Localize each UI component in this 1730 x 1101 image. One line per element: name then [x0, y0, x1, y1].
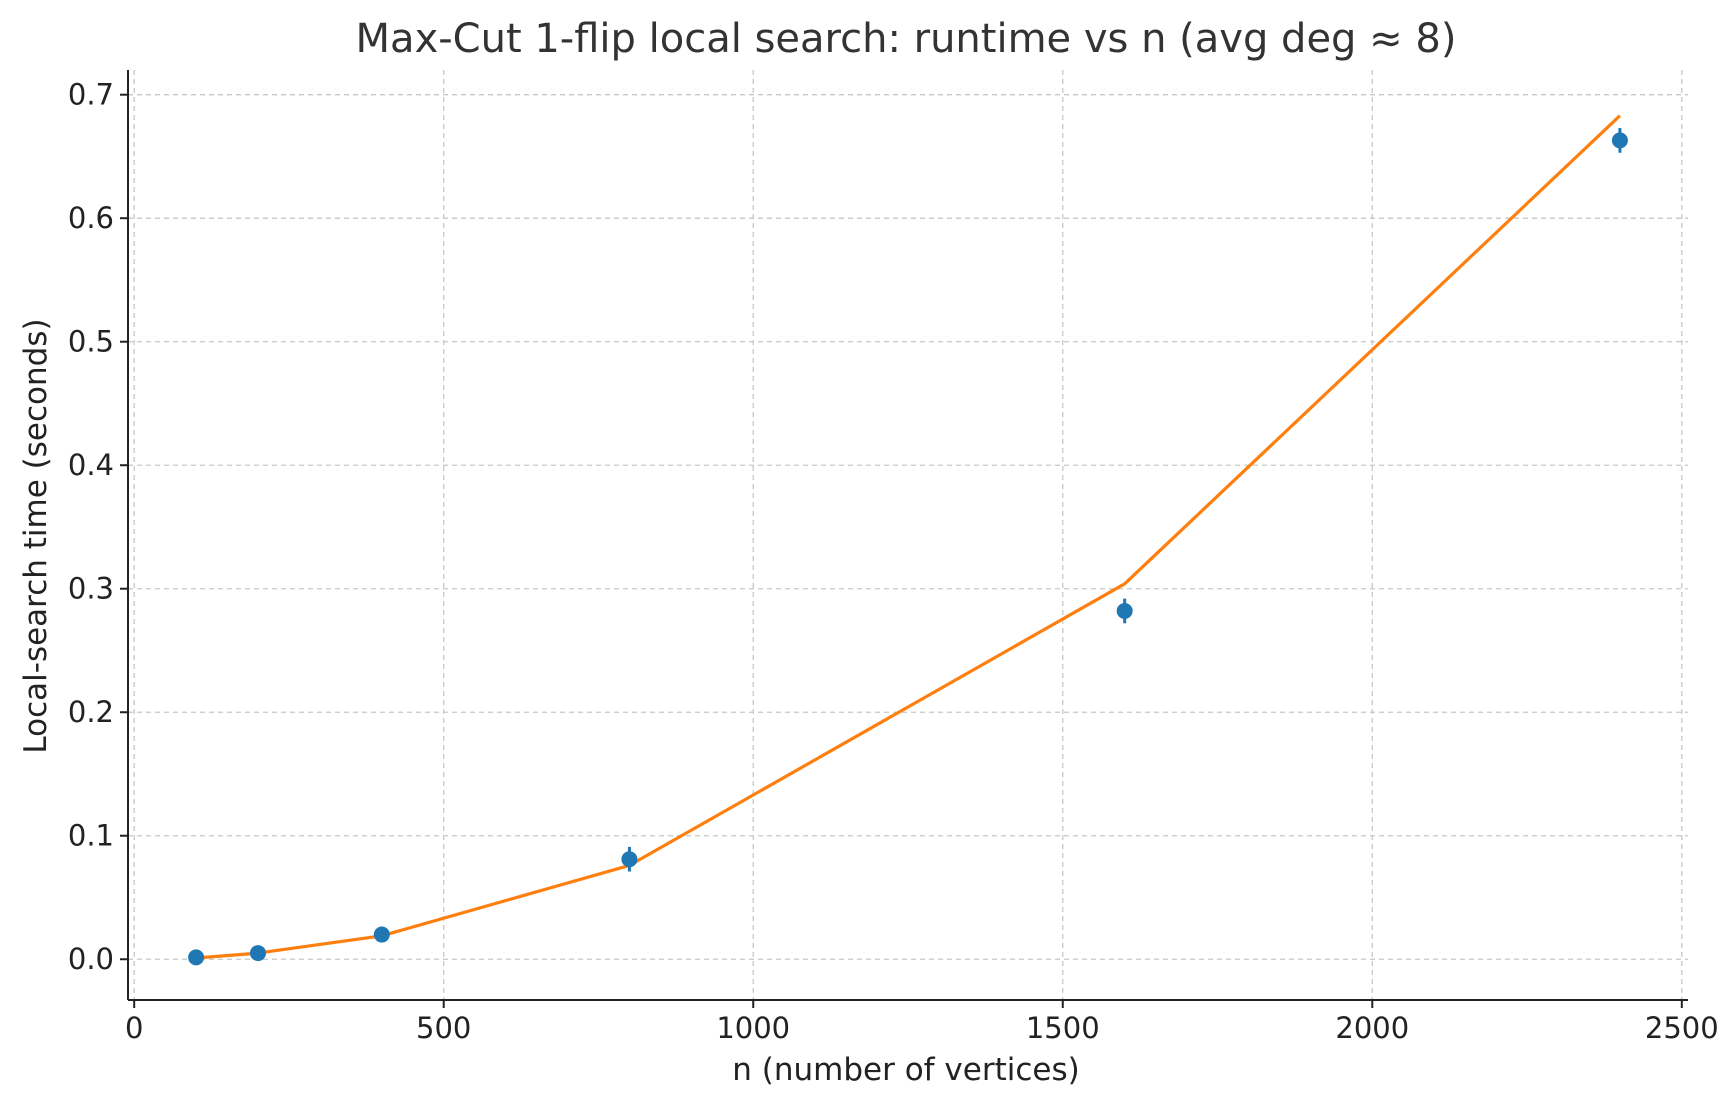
grid-layer [128, 70, 1688, 1000]
x-tick-label-1: 500 [416, 1011, 471, 1045]
y-tick-label-1: 0.1 [68, 819, 114, 853]
x-tick-label-0: 0 [125, 1011, 143, 1045]
chart-title: Max-Cut 1-flip local search: runtime vs … [356, 16, 1457, 62]
data-point-5 [1611, 132, 1628, 149]
x-tick-label-5: 2500 [1645, 1011, 1719, 1045]
y-tick-label-6: 0.6 [68, 201, 114, 235]
data-point-2 [373, 926, 390, 943]
axes-layer: 0 500 1000 1500 2000 2500 0.0 0.1 0.2 0.3 0.4 0.5 0.… [68, 70, 1719, 1045]
y-tick-label-3: 0.3 [68, 572, 114, 606]
data-point-3 [621, 851, 638, 868]
y-tick-label-2: 0.2 [68, 695, 114, 729]
y-tick-label-0: 0.0 [68, 942, 114, 976]
x-axis-label: n (number of vertices) [732, 1052, 1079, 1088]
x-tick-label-4: 2000 [1335, 1011, 1409, 1045]
y-tick-label-5: 0.5 [68, 325, 114, 359]
data-point-0 [188, 949, 205, 966]
data-point-4 [1116, 602, 1133, 619]
x-tick-label-3: 1500 [1026, 1011, 1100, 1045]
y-axis-label: Local-search time (seconds) [18, 318, 54, 753]
x-tick-label-2: 1000 [716, 1011, 790, 1045]
fit-line [195, 114, 1621, 960]
y-tick-label-4: 0.4 [68, 448, 114, 482]
data-point-1 [250, 945, 266, 962]
y-tick-label-7: 0.7 [68, 78, 114, 112]
series-layer [188, 114, 1628, 966]
